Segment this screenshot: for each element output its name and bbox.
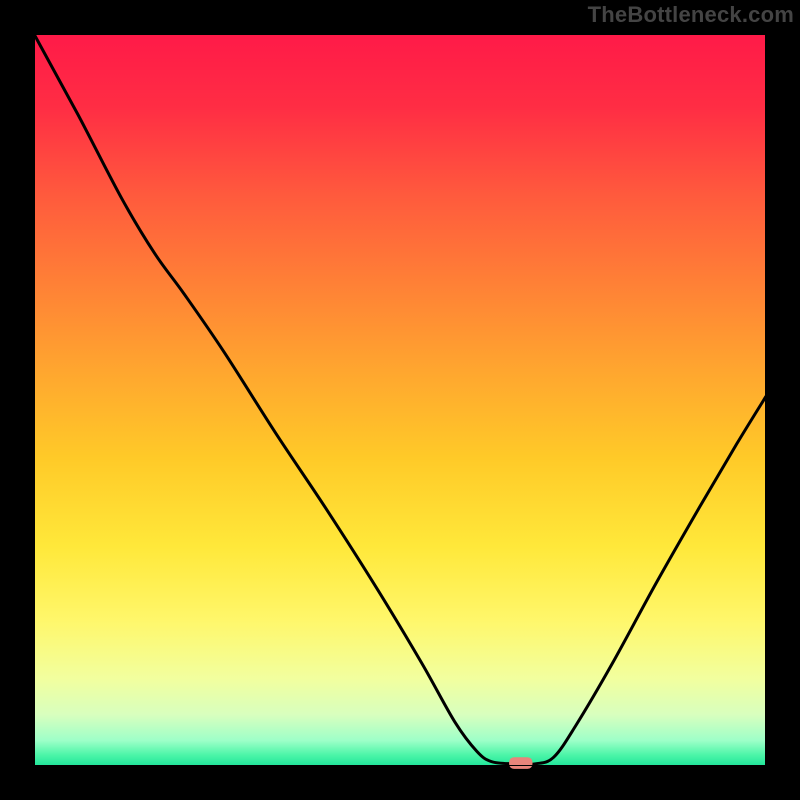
- plot-background: [34, 34, 766, 766]
- watermark-text: TheBottleneck.com: [588, 2, 794, 28]
- bottleneck-chart: [0, 0, 800, 800]
- optimal-marker: [509, 757, 532, 769]
- chart-container: TheBottleneck.com: [0, 0, 800, 800]
